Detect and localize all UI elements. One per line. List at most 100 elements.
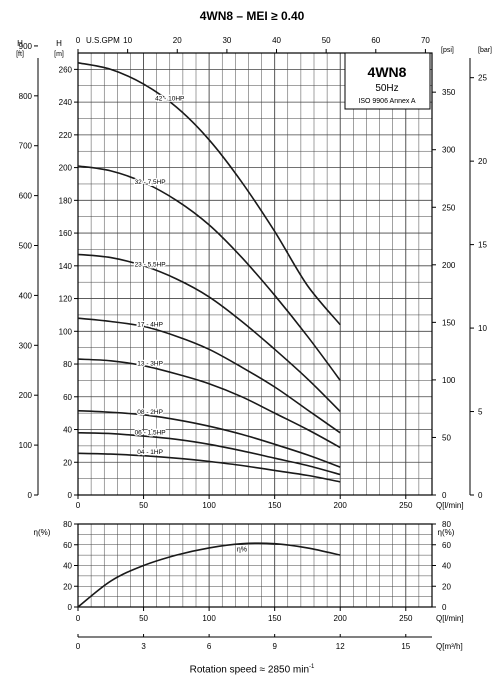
y-tick-label-psi: 150 <box>442 318 456 327</box>
head-curve-17 <box>77 317 341 434</box>
curve-label-32: 32 - 7,5HP <box>135 179 166 186</box>
x-tick-label-m3h: 3 <box>141 642 146 651</box>
y-tick-label-ft: 900 <box>19 42 33 51</box>
y-tick-label-ft: 700 <box>19 142 33 151</box>
x-tick-label-gpm: 60 <box>371 36 380 45</box>
legend-note: ISO 9906 Annex A <box>358 98 416 105</box>
y-tick-label-bar: 25 <box>478 74 487 83</box>
head-curve-13 <box>77 358 341 449</box>
y-tick-label-psi: 300 <box>442 146 456 155</box>
legend-model: 4WN8 <box>368 64 407 80</box>
head-curve-06 <box>77 432 341 476</box>
curve-label-06: 06 - 1,5HP <box>135 430 166 437</box>
y-tick-label-bar: 5 <box>478 408 483 417</box>
x-tick-label-lmin: 250 <box>399 501 413 510</box>
efficiency-curve-label: η% <box>237 547 247 554</box>
head-curve-08 <box>77 409 341 468</box>
y-tick-label-psi: 100 <box>442 376 456 385</box>
eff-y-tick-label-right: 60 <box>442 541 451 550</box>
y-tick-label-ft: 0 <box>28 491 33 500</box>
x-tick-label-gpm: 30 <box>222 36 231 45</box>
x-tick-label-m3h: 9 <box>272 642 277 651</box>
y-tick-label-bar: 20 <box>478 157 487 166</box>
eff-x-tick-label-lmin: 50 <box>139 614 148 623</box>
x-tick-label-m3h: 0 <box>76 642 81 651</box>
footer-sup: -1 <box>309 664 315 670</box>
y-tick-label-psi: 250 <box>442 203 456 212</box>
efficiency-curve <box>77 542 341 608</box>
y-tick-label-psi: 200 <box>442 261 456 270</box>
y-tick-label-ft: 500 <box>19 242 33 251</box>
x-tick-label-lmin: 50 <box>139 501 148 510</box>
eff-y-tick-label-right: 20 <box>442 582 451 591</box>
eff-y-tick-label: 20 <box>63 582 72 591</box>
legend-box: 4WN8 50Hz ISO 9906 Annex A <box>344 52 431 110</box>
x-tick-label-gpm: 40 <box>272 36 281 45</box>
y-tick-label-ft: 400 <box>19 291 33 300</box>
y-tick-label-psi: 350 <box>442 88 456 97</box>
head-curve-42 <box>77 62 341 326</box>
x-tick-label-gpm: 0 <box>76 36 81 45</box>
y-tick-label-m: 20 <box>63 458 72 467</box>
x-tick-label-gpm: 10 <box>123 36 132 45</box>
eff-x-tick-label-lmin: 0 <box>76 614 81 623</box>
head-plot-frame <box>77 52 433 496</box>
x-tick-label-gpm: 20 <box>173 36 182 45</box>
eff-y-axis-label-right: η(%) <box>438 528 455 537</box>
y-axis-label-ft: H <box>17 39 23 48</box>
x-tick-label-lmin: 200 <box>334 501 348 510</box>
x-tick-label-lmin: 150 <box>268 501 282 510</box>
y-tick-label-m: 160 <box>59 229 73 238</box>
legend-frequency: 50Hz <box>375 83 398 94</box>
head-curve-23 <box>77 253 341 413</box>
curve-label-04: 04 - 1HP <box>137 449 163 456</box>
y-tick-label-m: 200 <box>59 164 73 173</box>
eff-x-tick-label-lmin: 150 <box>268 614 282 623</box>
x-tick-label-gpm: 50 <box>322 36 331 45</box>
curve-labels: 04 - 1HP 06 - 1,5HP 08 - 2HP 13 - 3HP 17 - 4… <box>133 94 248 555</box>
x-tick-label-m3h: 12 <box>336 642 345 651</box>
x-tick-label-lmin: 0 <box>76 501 81 510</box>
y-tick-label-m: 80 <box>63 360 72 369</box>
eff-y-tick-label-right: 0 <box>442 603 447 612</box>
y-tick-label-ft: 200 <box>19 391 33 400</box>
y-tick-label-m: 240 <box>59 98 73 107</box>
x-tick-label-m3h: 6 <box>207 642 212 651</box>
eff-y-tick-label-right: 80 <box>442 520 451 529</box>
eff-x-tick-label-lmin: 250 <box>399 614 413 623</box>
eff-y-tick-label: 0 <box>68 603 73 612</box>
y-tick-label-psi: 50 <box>442 433 451 442</box>
head-curve-32 <box>77 165 341 381</box>
y-tick-label-m: 40 <box>63 426 72 435</box>
eff-x-tick-label-lmin: 100 <box>202 614 216 623</box>
y-tick-label-bar: 10 <box>478 324 487 333</box>
axis-ticks: 020406080100120140160180200220240260H[m]… <box>16 36 492 651</box>
eff-y-axis-label: η(%) <box>34 528 51 537</box>
curve-label-23: 23 - 5,5HP <box>135 261 166 268</box>
y-axis-unit-m: [m] <box>54 51 64 58</box>
y-tick-label-m: 0 <box>68 491 73 500</box>
y-tick-label-ft: 100 <box>19 441 33 450</box>
x-axis-label-gpm: U.S.GPM <box>86 36 120 45</box>
y-tick-label-ft: 600 <box>19 192 33 201</box>
eff-y-tick-label: 80 <box>63 520 72 529</box>
eff-x-axis-label-lmin: Q[l/min] <box>436 614 464 623</box>
eff-x-tick-label-lmin: 200 <box>334 614 348 623</box>
y-tick-label-m: 140 <box>59 262 73 271</box>
y-tick-label-m: 60 <box>63 393 72 402</box>
x-tick-label-m3h: 15 <box>401 642 410 651</box>
chart-title: 4WN8 – MEI ≥ 0.40 <box>199 9 305 23</box>
eff-y-tick-label-right: 40 <box>442 562 451 571</box>
curve-label-08: 08 - 2HP <box>137 409 163 416</box>
y-axis-label-psi: [psi] <box>441 47 454 54</box>
y-axis-label-m: H <box>56 39 62 48</box>
curve-label-42: 42 - 10HP <box>155 95 184 102</box>
y-tick-label-bar: 15 <box>478 241 487 250</box>
y-axis-label-bar: [bar] <box>478 47 492 54</box>
y-tick-label-m: 120 <box>59 295 73 304</box>
eff-y-tick-label: 40 <box>63 562 72 571</box>
head-curve-04 <box>77 452 341 483</box>
y-tick-label-m: 260 <box>59 65 73 74</box>
x-axis-label-lmin: Q[l/min] <box>436 501 464 510</box>
